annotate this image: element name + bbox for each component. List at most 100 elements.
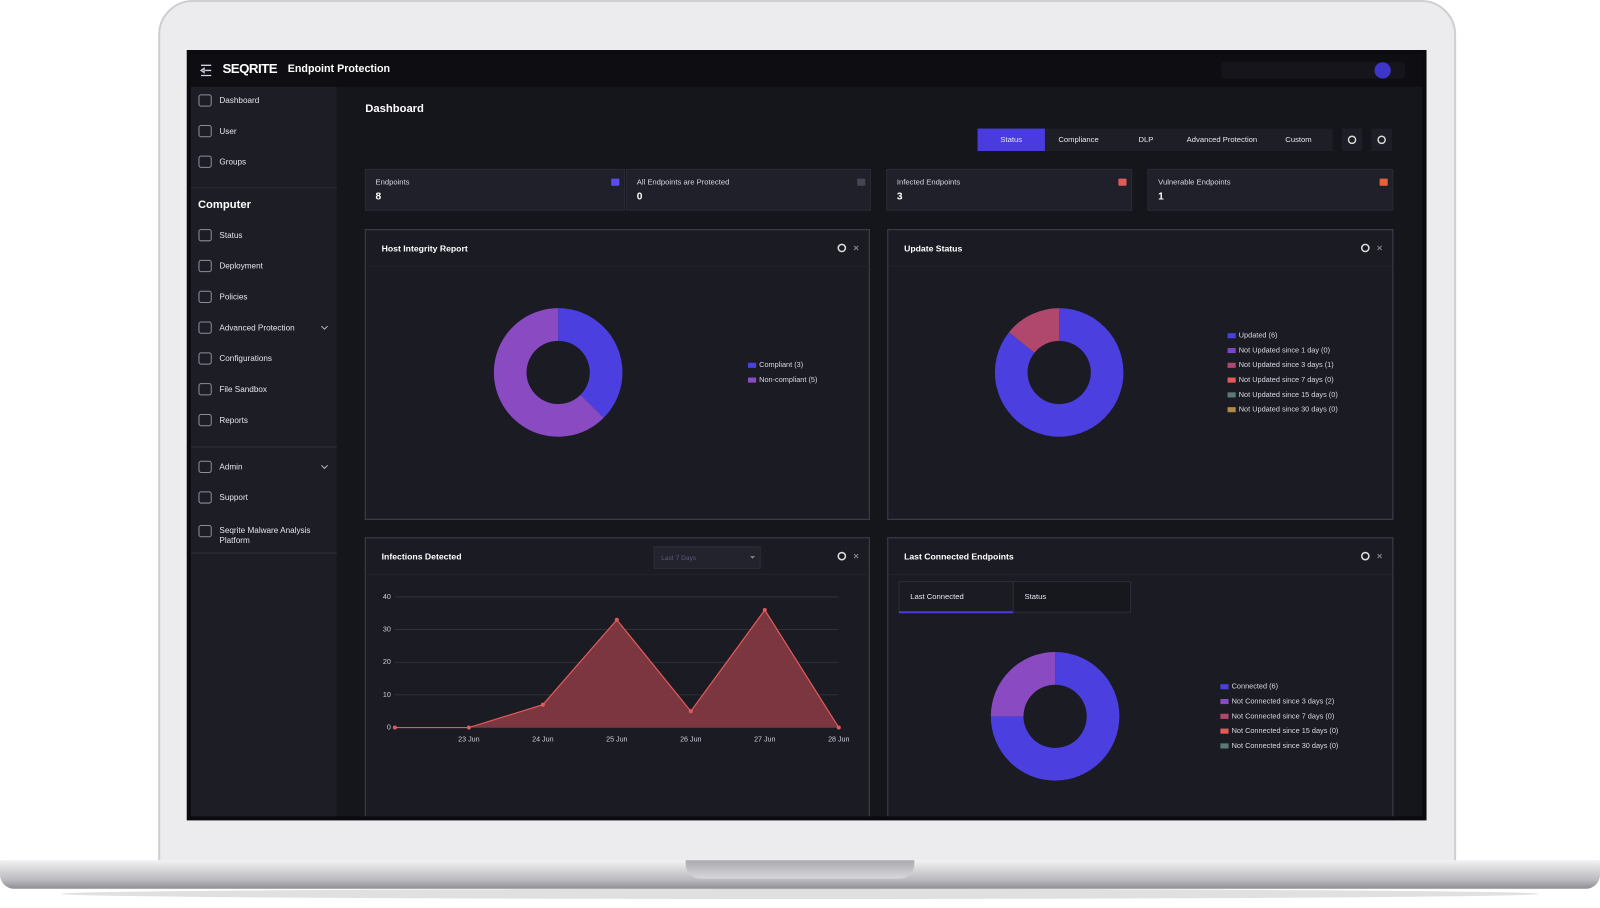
legend-swatch xyxy=(1227,377,1236,383)
nav-icon xyxy=(198,383,212,396)
filter-dropdown[interactable] xyxy=(653,546,761,569)
nav-icon xyxy=(198,259,212,273)
refresh-icon[interactable] xyxy=(837,243,847,253)
refresh-icon[interactable] xyxy=(1360,551,1370,561)
legend-label: Compliant (3) xyxy=(759,360,803,369)
nav-icon xyxy=(198,94,212,107)
legend-swatch xyxy=(747,362,757,368)
icon-button[interactable] xyxy=(1371,128,1392,152)
donut-slice xyxy=(990,652,1120,781)
icon-button[interactable] xyxy=(1341,128,1363,152)
laptop-shadow xyxy=(61,888,1539,899)
x-tick-label: 24 Jun xyxy=(532,736,553,744)
stat-label: Infected Endpoints xyxy=(897,178,960,187)
legend-label: Not Updated since 15 days (0) xyxy=(1239,390,1338,399)
stat-label: All Endpoints are Protected xyxy=(637,178,730,187)
donut-slice xyxy=(990,652,1056,717)
nav-item[interactable]: File Sandbox xyxy=(219,385,267,394)
nav-item[interactable]: Support xyxy=(219,493,248,502)
y-tick-label: 30 xyxy=(383,625,391,633)
close-icon[interactable] xyxy=(853,553,859,559)
x-tick-label: 25 Jun xyxy=(606,736,627,744)
avatar[interactable] xyxy=(1374,62,1391,79)
nav-item[interactable]: Groups xyxy=(219,157,246,166)
stat-value: 0 xyxy=(637,192,643,203)
panel-title: Update Status xyxy=(904,243,962,253)
nav-item[interactable]: Reports xyxy=(219,416,248,425)
donut-slice xyxy=(493,308,604,437)
legend-label: Not Updated since 7 days (0) xyxy=(1239,375,1334,384)
legend-label: Not Connected since 15 days (0) xyxy=(1232,726,1339,735)
donut-slice xyxy=(1008,308,1060,353)
stat-value: 3 xyxy=(897,192,903,203)
stat-icon xyxy=(611,178,620,186)
stat-value: 1 xyxy=(1158,192,1164,203)
tab-active xyxy=(977,128,1045,152)
stat-card xyxy=(1147,168,1394,211)
stat-icon xyxy=(857,178,866,186)
nav-icon xyxy=(198,460,212,473)
legend-label: Updated (6) xyxy=(1239,331,1278,340)
sub-tab[interactable] xyxy=(1012,581,1132,613)
top-bar xyxy=(190,54,1423,87)
stat-icon xyxy=(1118,178,1127,186)
nav-item[interactable]: Dashboard xyxy=(219,96,259,105)
nav-item[interactable]: Status xyxy=(219,231,242,240)
user-area[interactable] xyxy=(1221,62,1406,79)
nav-icon xyxy=(198,155,212,168)
legend-label: Connected (6) xyxy=(1232,682,1278,691)
nav-icon xyxy=(198,352,212,365)
refresh-icon[interactable] xyxy=(837,551,847,561)
x-tick-label: 28 Jun xyxy=(828,736,849,744)
tab[interactable]: Custom xyxy=(1285,135,1311,144)
sub-tab-label: Last Connected xyxy=(910,592,964,601)
nav-item[interactable]: Platform xyxy=(219,536,250,545)
legend-label: Non-compliant (5) xyxy=(759,375,817,384)
tab[interactable]: Advanced Protection xyxy=(1187,135,1258,144)
tab-bar xyxy=(977,128,1333,152)
tab[interactable]: Status xyxy=(1000,135,1022,144)
nav-item[interactable]: Deployment xyxy=(219,262,263,271)
chevron xyxy=(321,325,328,330)
legend-swatch xyxy=(1227,347,1236,354)
legend-swatch xyxy=(1227,407,1236,413)
nav-icon xyxy=(198,491,212,504)
nav-item[interactable]: Admin xyxy=(219,463,242,472)
area xyxy=(394,609,839,728)
x-tick-label: 23 Jun xyxy=(458,736,479,744)
nav-icon xyxy=(198,321,212,334)
nav-item[interactable]: Advanced Protection xyxy=(219,323,294,332)
close-icon[interactable] xyxy=(1377,245,1382,251)
y-tick-label: 40 xyxy=(383,593,391,601)
brand: SEQRITE xyxy=(222,61,277,76)
point xyxy=(688,709,693,714)
nav-item[interactable]: User xyxy=(219,127,237,136)
nav-item[interactable]: Policies xyxy=(219,293,247,302)
tab[interactable]: DLP xyxy=(1138,135,1153,144)
x-tick-label: 27 Jun xyxy=(754,736,775,744)
nav-item[interactable]: Configurations xyxy=(219,354,272,363)
legend-swatch xyxy=(747,377,757,383)
menu-icon[interactable] xyxy=(199,64,212,77)
panel xyxy=(887,228,1394,520)
stat-label: Endpoints xyxy=(376,178,410,187)
legend-swatch xyxy=(1220,713,1229,719)
page-title: Dashboard xyxy=(365,103,424,115)
nav-icon xyxy=(198,124,212,138)
sub-tab-label: Status xyxy=(1024,592,1046,601)
legend-label: Not Connected since 30 days (0) xyxy=(1232,741,1339,750)
laptop-notch xyxy=(685,860,915,879)
tab[interactable]: Compliance xyxy=(1058,135,1098,144)
stat-card xyxy=(626,168,871,211)
close-icon[interactable] xyxy=(1377,553,1382,559)
legend-swatch xyxy=(1220,743,1229,749)
close-icon[interactable] xyxy=(853,245,859,251)
sidebar xyxy=(190,86,337,817)
product-name: Endpoint Protection xyxy=(288,63,390,75)
refresh-icon[interactable] xyxy=(1360,243,1370,253)
point xyxy=(836,725,841,730)
nav-item[interactable]: Seqrite Malware Analysis xyxy=(219,526,310,535)
nav-section: Computer xyxy=(198,199,252,211)
panel-title: Infections Detected xyxy=(382,551,462,561)
